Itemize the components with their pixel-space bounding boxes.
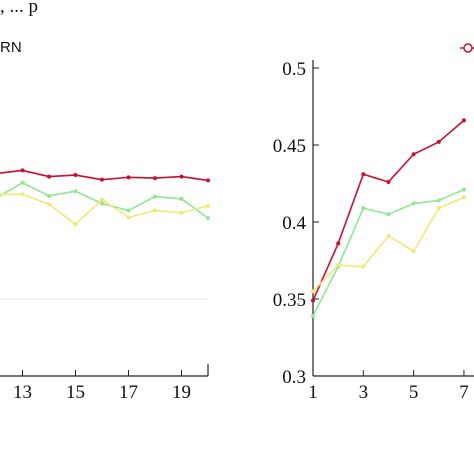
left-x-tick-label-13: 13 [13, 382, 32, 403]
top-caption: , ... p [0, 0, 38, 17]
left-x-tick-label-15: 15 [66, 382, 85, 403]
left-series-0-point-8 [206, 178, 210, 183]
left-series-1-point-2 [47, 193, 51, 198]
right-y-tick-label-0: 0.3 [282, 367, 306, 388]
right-legend-marker [463, 43, 473, 53]
left-series-2-point-6 [153, 208, 157, 213]
left-series-0-point-3 [73, 173, 78, 178]
right-series-1-point-4 [411, 201, 416, 206]
left-series-1-point-6 [153, 194, 157, 199]
right-y-tick-label-3: 0.45 [273, 136, 306, 157]
left-series-1-point-3 [73, 189, 78, 194]
right-series-0-point-2 [361, 172, 366, 177]
right-series-1-point-3 [386, 212, 391, 217]
right-series-2-point-2 [361, 264, 366, 269]
right-series-0-point-4 [411, 152, 416, 157]
left-series-0-point-1 [20, 168, 25, 173]
right-x-tick-label-7: 7 [459, 382, 469, 403]
right-y-tick-label-4: 0.5 [282, 59, 306, 80]
left-series-0-point-6 [153, 176, 157, 181]
right-series-2-point-6 [461, 195, 466, 200]
right-series-2-point-0 [311, 289, 315, 294]
right-series-2-point-4 [411, 249, 416, 254]
right-series-2-point-5 [436, 206, 441, 211]
right-series-1-point-5 [436, 198, 441, 203]
left-legend-label: RN [0, 39, 22, 56]
left-series-2-point-1 [20, 192, 25, 197]
left-series-0-point-5 [126, 175, 131, 180]
left-series-1-point-8 [206, 216, 210, 221]
left-series-2-point-5 [126, 215, 131, 220]
right-chart: 0.3 0.35 0.4 0.45 0.5 1 3 5 7 [273, 43, 474, 403]
right-series-1-point-0 [311, 313, 315, 318]
left-series-0-point-7 [179, 174, 184, 179]
right-series-0-line [312, 119, 465, 301]
left-x-tick-label-17: 17 [119, 382, 138, 403]
right-series-1-point-2 [361, 206, 366, 211]
left-series-0-point-2 [47, 174, 51, 179]
left-series-2-point-4 [100, 197, 104, 202]
right-series-0-point-3 [386, 179, 391, 184]
left-series-0-point-4 [100, 177, 104, 182]
right-series-0-point-5 [436, 139, 441, 144]
right-series-0-point-6 [461, 118, 466, 123]
right-x-tick-label-1: 1 [308, 382, 318, 403]
left-series-2-point-8 [206, 203, 210, 208]
right-series-2-point-3 [386, 233, 391, 238]
right-series-0-point-0 [311, 298, 315, 303]
left-series-1-point-7 [179, 196, 184, 201]
left-series-1-point-5 [126, 208, 131, 213]
left-series-1-point-4 [100, 201, 104, 206]
right-series-2-point-1 [336, 263, 341, 268]
left-series-2-point-3 [73, 222, 78, 227]
left-series-2-point-2 [47, 202, 51, 207]
right-x-tick-label-5: 5 [409, 382, 419, 403]
right-y-tick-label-2: 0.4 [282, 213, 306, 234]
right-series-1-point-6 [461, 187, 466, 192]
left-series-1-point-1 [20, 180, 25, 185]
right-y-tick-label-1: 0.35 [273, 290, 306, 311]
left-chart: 13 15 17 19 RN [0, 39, 210, 403]
right-series-0-point-1 [336, 241, 341, 246]
left-series-0-line [0, 169, 209, 182]
right-x-tick-label-3: 3 [359, 382, 369, 403]
left-series-2-point-7 [179, 210, 184, 215]
right-series-2-line [312, 196, 465, 292]
right-series-1-line [312, 188, 465, 317]
left-x-tick-label-19: 19 [172, 382, 191, 403]
